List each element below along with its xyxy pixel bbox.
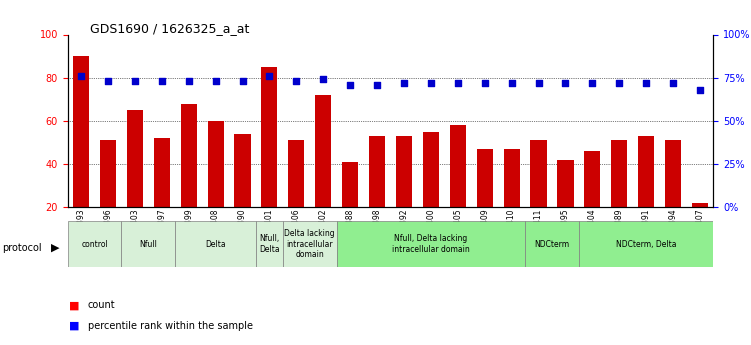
Point	[478, 80, 490, 86]
Text: ■: ■	[69, 300, 80, 310]
Bar	[665, 140, 681, 207]
Text: control: control	[81, 239, 108, 249]
Point	[559, 80, 572, 86]
Point	[640, 80, 652, 86]
Bar	[611, 140, 627, 207]
Point	[210, 78, 222, 84]
Bar	[288, 140, 304, 207]
Point	[317, 77, 329, 82]
Text: NDCterm: NDCterm	[535, 239, 569, 249]
Bar	[638, 136, 654, 207]
Point	[129, 78, 141, 84]
Bar	[181, 104, 197, 207]
Bar	[207, 121, 224, 207]
Point	[667, 80, 679, 86]
Bar	[315, 95, 331, 207]
Point	[344, 82, 356, 87]
Text: ▶: ▶	[51, 243, 59, 253]
Text: Delta lacking
intracellular
domain: Delta lacking intracellular domain	[285, 229, 335, 259]
Bar	[122, 221, 175, 267]
Point	[532, 80, 544, 86]
Bar	[396, 136, 412, 207]
Point	[505, 80, 517, 86]
Text: protocol: protocol	[2, 243, 42, 253]
Bar	[692, 203, 708, 207]
Text: NDCterm, Delta: NDCterm, Delta	[616, 239, 677, 249]
Bar	[530, 140, 547, 207]
Bar	[477, 149, 493, 207]
Point	[291, 78, 303, 84]
Point	[425, 80, 437, 86]
Bar	[369, 136, 385, 207]
Bar	[423, 131, 439, 207]
Bar	[68, 221, 122, 267]
Bar	[100, 140, 116, 207]
Text: ■: ■	[69, 321, 80, 331]
Bar	[127, 110, 143, 207]
Point	[237, 78, 249, 84]
Point	[182, 78, 195, 84]
Point	[587, 80, 599, 86]
Bar	[525, 221, 579, 267]
Bar	[503, 149, 520, 207]
Point	[75, 73, 87, 79]
Bar	[336, 221, 525, 267]
Point	[398, 80, 410, 86]
Bar	[154, 138, 170, 207]
Text: GDS1690 / 1626325_a_at: GDS1690 / 1626325_a_at	[90, 22, 249, 36]
Bar	[283, 221, 336, 267]
Text: Nfull: Nfull	[140, 239, 157, 249]
Point	[155, 78, 167, 84]
Bar	[73, 56, 89, 207]
Text: Nfull,
Delta: Nfull, Delta	[259, 234, 279, 254]
Bar	[579, 221, 713, 267]
Text: Nfull, Delta lacking
intracellular domain: Nfull, Delta lacking intracellular domai…	[392, 234, 470, 254]
Point	[264, 73, 276, 79]
Bar	[342, 162, 358, 207]
Bar	[450, 125, 466, 207]
Point	[614, 80, 626, 86]
Point	[371, 82, 383, 87]
Point	[452, 80, 464, 86]
Point	[694, 87, 706, 92]
Bar	[261, 67, 278, 207]
Text: Delta: Delta	[205, 239, 226, 249]
Text: percentile rank within the sample: percentile rank within the sample	[88, 321, 253, 331]
Bar	[175, 221, 256, 267]
Bar	[557, 159, 574, 207]
Bar	[234, 134, 251, 207]
Point	[102, 78, 114, 84]
Bar	[256, 221, 283, 267]
Bar	[584, 151, 601, 207]
Text: count: count	[88, 300, 116, 310]
